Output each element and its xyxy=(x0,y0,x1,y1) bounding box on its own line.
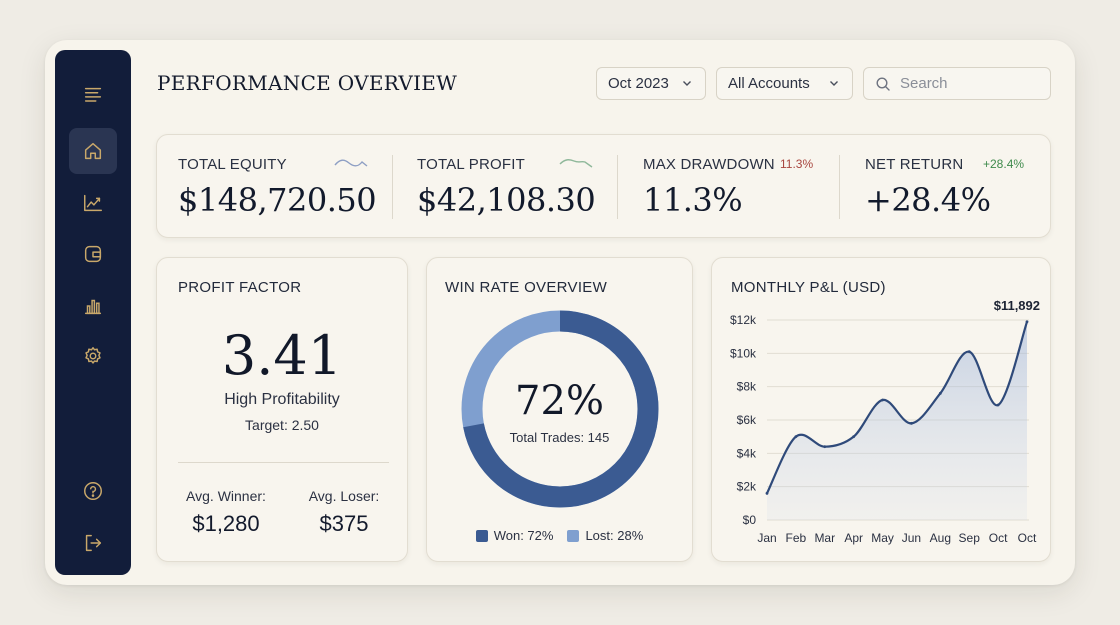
legend-won-label: Won: 72% xyxy=(493,528,554,543)
donut-legend: Won: 72% Lost: 28% xyxy=(427,528,692,543)
period-select[interactable]: Oct 2023 xyxy=(596,67,706,100)
donut-won-segment xyxy=(461,310,659,508)
y-tick-label: $0 xyxy=(743,513,757,527)
x-tick-label: Jun xyxy=(902,531,921,545)
chevron-down-icon xyxy=(830,81,838,86)
home-icon[interactable] xyxy=(69,128,117,174)
stat-total-equity: TOTAL EQUITY $148,720.50 xyxy=(178,135,378,239)
pnl-point xyxy=(852,435,856,439)
card-title: MONTHLY P&L (USD) xyxy=(731,279,886,296)
x-tick-label: Apr xyxy=(844,531,863,545)
help-icon[interactable] xyxy=(69,468,117,514)
x-tick-label: Sep xyxy=(959,531,981,545)
pnl-point xyxy=(881,398,884,402)
summary-stats-card: TOTAL EQUITY $148,720.50 TOTAL PROFIT $4… xyxy=(156,134,1051,238)
x-tick-label: Jan xyxy=(757,531,776,545)
stat-label: NET RETURN xyxy=(865,156,964,173)
avg-loser-value: $375 xyxy=(319,511,369,536)
x-tick-label: Mar xyxy=(814,531,835,545)
stat-value: $148,720.50 xyxy=(178,181,377,219)
pnl-point xyxy=(967,350,971,354)
app-window: PERFORMANCE OVERVIEW Oct 2023 All Accoun… xyxy=(45,40,1075,585)
stat-net-return: NET RETURN +28.4% +28.4% xyxy=(865,135,1035,239)
accounts-select[interactable]: All Accounts xyxy=(716,67,853,100)
stat-value: $42,108.30 xyxy=(417,181,596,219)
card-title: PROFIT FACTOR xyxy=(178,279,302,296)
x-tick-label: Feb xyxy=(786,531,807,545)
peak-annotation: $11,892 xyxy=(994,298,1040,313)
legend-lost: Lost: 28% xyxy=(567,528,643,543)
stat-value: 11.3% xyxy=(643,181,743,219)
stat-max-drawdown: MAX DRAWDOWN 11.3% 11.3% xyxy=(643,135,833,239)
page-title: PERFORMANCE OVERVIEW xyxy=(157,71,458,95)
monthly-pnl-card: MONTHLY P&L (USD) $0 $2k $4k $6k $8k $10k $12k… xyxy=(711,257,1051,562)
sidebar xyxy=(55,50,131,575)
period-select-value: Oct 2023 xyxy=(608,75,669,92)
y-tick-label: $12k xyxy=(730,313,757,327)
accounts-select-value: All Accounts xyxy=(728,75,810,92)
profit-factor-value: 3.41 xyxy=(221,324,343,387)
divider xyxy=(839,155,840,219)
stat-label: MAX DRAWDOWN xyxy=(643,156,775,173)
pnl-area xyxy=(767,321,1027,520)
wallet-icon[interactable] xyxy=(69,231,117,277)
stat-label: TOTAL PROFIT xyxy=(417,156,525,173)
avg-loser-label: Avg. Loser: xyxy=(308,488,380,504)
search-box[interactable] xyxy=(863,67,1051,100)
profit-rating: High Profitability xyxy=(224,391,340,408)
win-rate-donut xyxy=(461,310,659,508)
total-trades: Total Trades: 145 xyxy=(509,430,610,445)
stat-value: +28.4% xyxy=(865,181,991,219)
pnl-point xyxy=(1025,320,1029,324)
y-tick-label: $8k xyxy=(737,380,757,394)
win-rate-value: 72% xyxy=(515,378,604,424)
avg-winner-value: $1,280 xyxy=(192,511,260,536)
y-tick-label: $10k xyxy=(730,346,757,360)
pnl-point xyxy=(938,391,942,395)
chevron-down-icon xyxy=(683,81,691,86)
stat-label: TOTAL EQUITY xyxy=(178,156,287,173)
divider xyxy=(392,155,393,219)
trend-icon[interactable] xyxy=(69,180,117,226)
pnl-line xyxy=(765,320,1029,495)
profit-target: Target: 2.50 xyxy=(245,417,319,433)
win-rate-card: WIN RATE OVERVIEW 72% Total Trades: 145 … xyxy=(426,257,693,562)
pnl-point xyxy=(794,435,798,439)
x-tick-label: Aug xyxy=(930,531,951,545)
sparkline-icon xyxy=(334,159,368,167)
avg-winner: Avg. Winner: $1,280 xyxy=(171,488,281,537)
logout-icon[interactable] xyxy=(69,520,117,566)
y-tick-label: $4k xyxy=(737,446,757,460)
card-title: WIN RATE OVERVIEW xyxy=(445,279,608,296)
legend-lost-label: Lost: 28% xyxy=(585,528,644,543)
x-tick-label: Oct xyxy=(989,531,1008,545)
profit-factor-card: PROFIT FACTOR 3.41 High Profitability Ta… xyxy=(156,257,408,562)
legend-swatch xyxy=(475,529,488,542)
divider xyxy=(617,155,618,219)
avg-loser: Avg. Loser: $375 xyxy=(289,488,399,537)
settings-icon[interactable] xyxy=(69,333,117,379)
search-input[interactable] xyxy=(900,75,1040,92)
search-icon xyxy=(876,76,890,91)
drawdown-chip: 11.3% xyxy=(780,157,814,171)
pnl-point xyxy=(823,445,827,449)
bar-chart-icon[interactable] xyxy=(69,283,117,329)
x-tick-label: Oct xyxy=(1018,531,1037,545)
legend-won: Won: 72% xyxy=(475,528,554,543)
sparkline-icon xyxy=(559,159,593,168)
avg-winner-label: Avg. Winner: xyxy=(186,488,266,504)
pnl-point xyxy=(765,491,769,495)
legend-swatch xyxy=(567,529,580,542)
return-chip: +28.4% xyxy=(983,157,1025,171)
y-tick-label: $2k xyxy=(737,480,757,494)
y-tick-label: $6k xyxy=(737,413,757,427)
pnl-point xyxy=(910,421,913,425)
menu-icon[interactable] xyxy=(69,72,117,118)
monthly-pnl-chart: $0 $2k $4k $6k $8k $10k $12k Jan Feb Mar Apr May Jun… xyxy=(730,298,1040,545)
x-tick-label: May xyxy=(871,531,894,545)
stat-total-profit: TOTAL PROFIT $42,108.30 xyxy=(417,135,607,239)
pnl-point xyxy=(996,403,1000,407)
divider xyxy=(178,462,389,463)
